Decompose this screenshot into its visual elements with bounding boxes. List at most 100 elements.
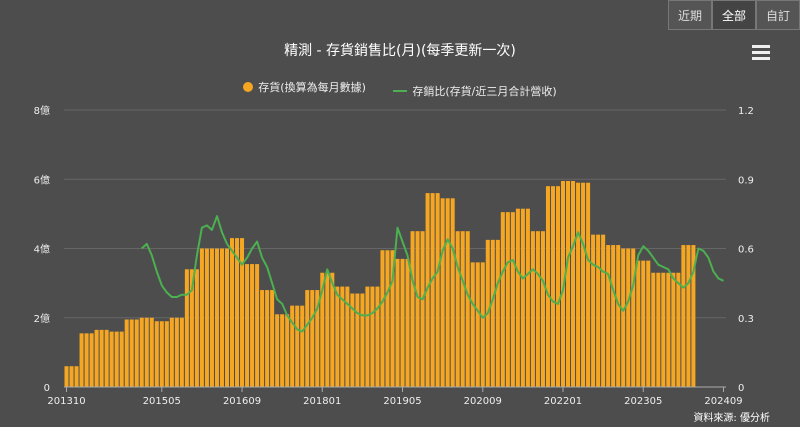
inventory-bar [104, 329, 109, 387]
inventory-bar [581, 182, 586, 387]
inventory-bar [571, 180, 576, 387]
inventory-bar [164, 321, 169, 387]
inventory-bar [295, 305, 300, 387]
inventory-bar [611, 245, 616, 387]
inventory-bar [265, 290, 270, 387]
inventory-bar [576, 182, 581, 387]
tab-custom[interactable]: 自訂 [756, 0, 800, 30]
inventory-bar [149, 317, 154, 387]
inventory-bar [430, 193, 435, 387]
inventory-bar [410, 231, 415, 387]
tab-recent[interactable]: 近期 [668, 0, 712, 30]
inventory-bar [280, 314, 285, 387]
inventory-bar [606, 245, 611, 387]
inventory-bar [535, 231, 540, 387]
inventory-bar [184, 269, 189, 387]
inventory-bar [390, 250, 395, 387]
inventory-bar [230, 238, 235, 387]
inventory-bar [385, 250, 390, 387]
inventory-bar [310, 290, 315, 387]
y-left-tick-label: 6億 [34, 173, 50, 186]
inventory-bar [159, 321, 164, 387]
inventory-bar [646, 260, 651, 387]
x-tick-label: 202305 [624, 396, 662, 407]
inventory-bar [691, 245, 696, 387]
inventory-bar [636, 260, 641, 387]
inventory-bar [325, 272, 330, 387]
ratio-line [141, 215, 724, 333]
inventory-bar [335, 286, 340, 387]
inventory-bar [275, 314, 280, 387]
y-left-tick-label: 2億 [34, 312, 50, 325]
inventory-bar [129, 319, 134, 387]
inventory-bar [119, 331, 124, 387]
x-tick-label: 201505 [143, 396, 181, 407]
inventory-bar [224, 248, 229, 387]
inventory-bar [189, 269, 194, 387]
inventory-bar [475, 262, 480, 387]
inventory-bar [601, 234, 606, 387]
inventory-bar [219, 248, 224, 387]
inventory-bar [255, 264, 260, 387]
inventory-bar [626, 248, 631, 387]
chart-title: 精測 - 存貨銷售比(月)(每季更新一次) [284, 43, 516, 59]
inventory-bar [144, 317, 149, 387]
hamburger-menu-icon[interactable] [749, 42, 773, 64]
inventory-bar [596, 234, 601, 387]
inventory-bar [370, 286, 375, 387]
period-tabs: 近期 全部 自訂 [668, 0, 800, 30]
legend-item-inventory[interactable]: 存貨(換算為每月數據) [243, 79, 366, 95]
inventory-bar [315, 290, 320, 387]
inventory-bar [616, 245, 621, 387]
inventory-bar [566, 180, 571, 387]
inventory-bar [651, 272, 656, 387]
x-tick-label: 202009 [464, 396, 502, 407]
y-right-tick-label: 0.3 [738, 314, 754, 325]
tab-all[interactable]: 全部 [712, 0, 756, 30]
inventory-bar [550, 186, 555, 387]
legend-label-ratio: 存銷比(存貨/近三月合計營收) [412, 85, 557, 98]
inventory-bar [84, 333, 89, 387]
inventory-bar [300, 305, 305, 387]
inventory-bar [114, 331, 119, 387]
inventory-bar [74, 366, 79, 387]
inventory-bar [400, 258, 405, 387]
inventory-bar [505, 212, 510, 387]
inventory-bar [686, 245, 691, 387]
y-right-tick-label: 0 [738, 383, 744, 394]
inventory-bar [290, 305, 295, 387]
y-left-tick-label: 4億 [34, 243, 50, 256]
inventory-bar [500, 212, 505, 387]
legend-label-inventory: 存貨(換算為每月數據) [258, 81, 366, 94]
legend-item-ratio[interactable]: 存銷比(存貨/近三月合計營收) [393, 83, 557, 99]
inventory-bar [465, 231, 470, 387]
legend-bar-swatch-icon [243, 82, 254, 92]
x-tick-label: 201310 [47, 396, 85, 407]
inventory-bar [179, 317, 184, 387]
inventory-bar [139, 317, 144, 387]
y-right-tick-label: 1.2 [738, 106, 754, 117]
x-tick-label: 201801 [303, 396, 341, 407]
inventory-bar [631, 248, 636, 387]
y-left-tick-label: 0 [44, 383, 50, 394]
inventory-bar [79, 333, 84, 387]
inventory-bar [64, 366, 69, 387]
inventory-bar [681, 245, 686, 387]
inventory-bar [109, 331, 114, 387]
y-right-tick-label: 0.9 [738, 175, 754, 186]
inventory-bar [245, 264, 250, 387]
inventory-bar [666, 272, 671, 387]
inventory-bar [260, 290, 265, 387]
inventory-bar [169, 317, 174, 387]
inventory-bar [510, 212, 515, 387]
inventory-bar [270, 290, 275, 387]
inventory-bar [330, 272, 335, 387]
inventory-bar [435, 193, 440, 387]
inventory-bar [94, 329, 99, 387]
inventory-bar [380, 250, 385, 387]
inventory-bar [540, 231, 545, 387]
inventory-bar [209, 248, 214, 387]
inventory-bar [520, 208, 525, 387]
inventory-bar [676, 272, 681, 387]
inventory-bar [530, 231, 535, 387]
